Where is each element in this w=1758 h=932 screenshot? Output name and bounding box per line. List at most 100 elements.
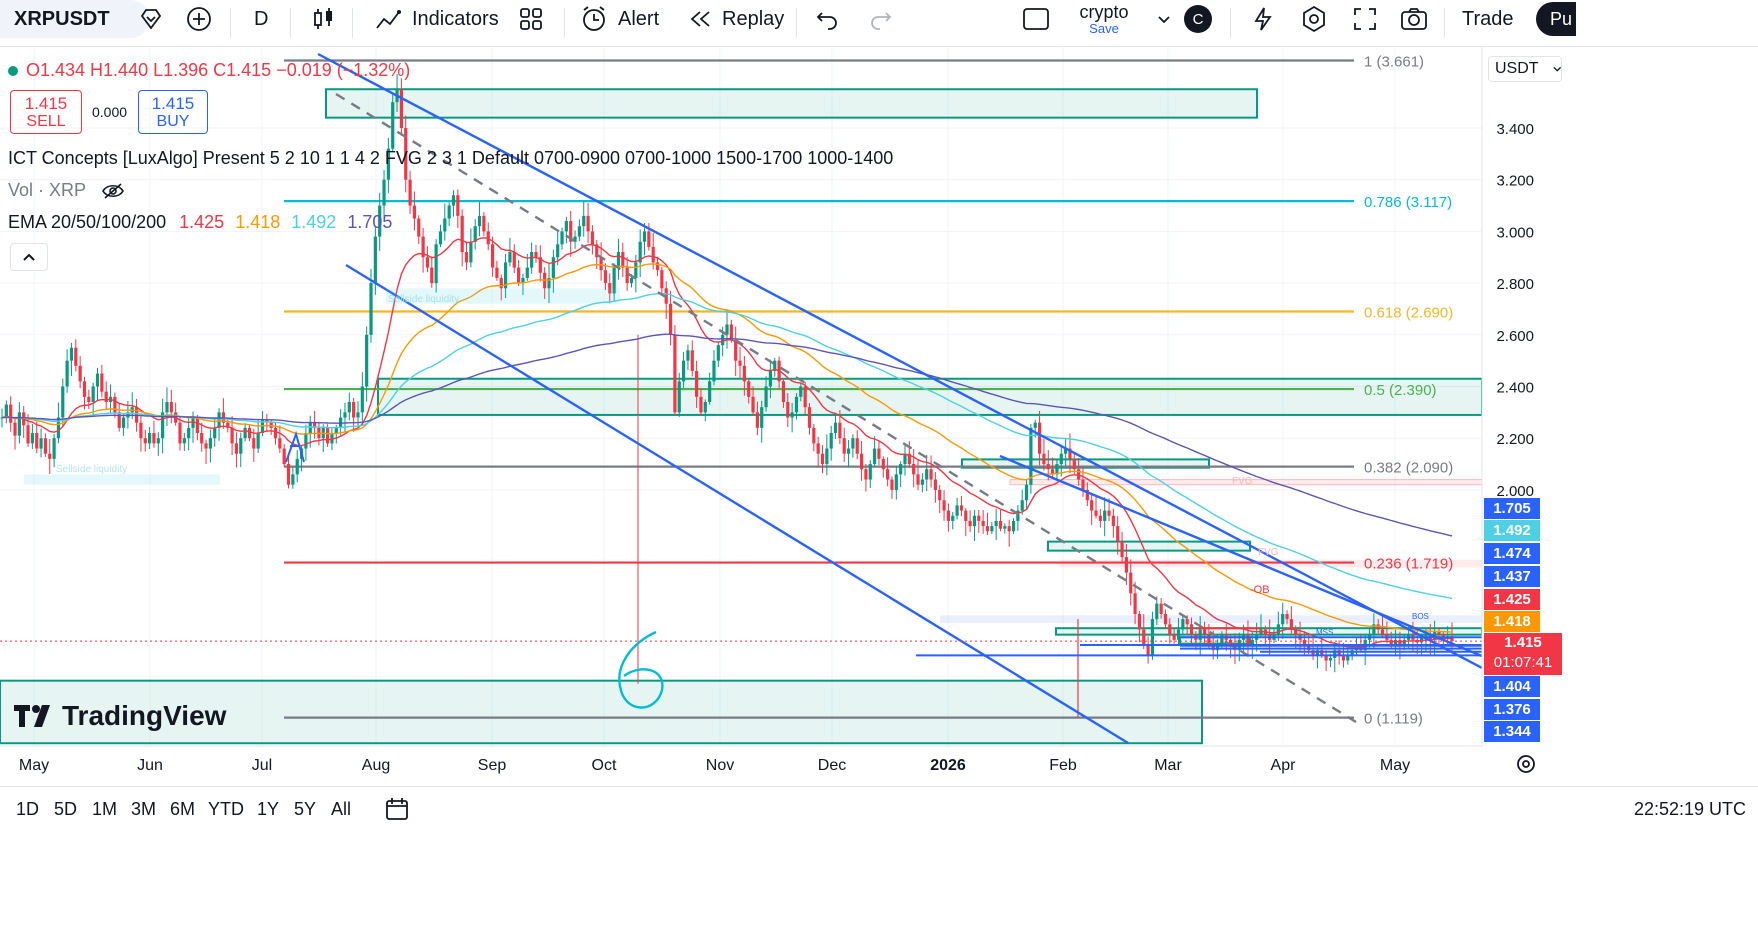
range-button-3m[interactable]: 3M [131,799,157,819]
candle-body [725,324,729,335]
templates-icon[interactable] [518,0,544,38]
symbol-search[interactable]: XRPUSDT [0,0,150,38]
chart-settings-icon[interactable] [1514,752,1538,781]
candle-body [369,283,373,335]
candle-body [803,386,807,408]
chevron-down-icon [1552,66,1561,72]
fib-level-label: 0.786 (3.117) [1364,194,1452,211]
publish-label: Pu [1550,8,1573,29]
candle-body [1324,655,1328,661]
candle-body [1233,645,1237,651]
fullscreen-icon[interactable] [1352,0,1378,38]
candle-body [790,412,794,418]
chevron-down-icon[interactable] [1156,0,1172,38]
candle-body [1081,479,1085,490]
candle-body [291,474,295,485]
tradingview-logo[interactable]: TradingView [12,700,226,732]
candle-body [577,226,581,237]
candle-body [52,438,56,459]
channel-upper-line [317,52,1482,670]
settings-icon[interactable] [1300,0,1328,38]
candle-body [39,438,43,449]
candle-body [547,277,551,289]
candle-body [608,283,612,294]
indicators-button[interactable]: Indicators [374,0,499,38]
bottom-toolbar [0,786,1758,833]
ema20-value: 1.425 [179,212,225,232]
candle-body [690,350,694,371]
candle-body [187,427,191,439]
add-symbol-icon[interactable] [186,0,212,38]
candle-body [964,510,968,521]
candle-body [990,526,994,532]
candle-body [612,267,616,294]
range-button-all[interactable]: All [331,799,352,819]
candle-body [994,520,998,527]
y-tick-label: 2.200 [1496,431,1534,448]
utc-clock[interactable]: 22:52:19 UTC [1633,799,1746,819]
alert-button[interactable]: Alert [580,0,659,38]
candle-body [582,215,586,227]
candle-body [916,474,920,485]
candle-body [621,252,625,268]
layout-name-button[interactable]: crypto Save [1064,0,1144,38]
candle-body [1016,510,1020,521]
ict-indicator-legend[interactable]: ICT Concepts [LuxAlgo] Present 5 2 10 1 … [8,148,894,168]
candle-body [729,324,733,340]
trade-button[interactable]: Trade [1462,0,1514,38]
date-range-icon[interactable] [384,796,412,827]
grid-lines [0,46,1482,746]
candle-body [625,267,629,284]
replay-button[interactable]: Replay [688,0,784,38]
order-block-zone [377,377,1482,416]
range-button-5d[interactable]: 5D [54,799,78,819]
camera-icon[interactable] [1400,0,1428,38]
candle-body [391,102,395,149]
range-button-1d[interactable]: 1D [16,799,40,819]
profile-avatar[interactable]: C [1184,0,1212,38]
candle-body [1246,634,1250,645]
layout-icon[interactable] [1022,0,1050,38]
compare-icon[interactable] [138,0,164,38]
candle-body [951,515,955,521]
range-button-1y[interactable]: 1Y [257,799,280,819]
candle-body [61,386,65,418]
range-button-ytd[interactable]: YTD [208,799,244,819]
candle-body [517,267,521,284]
price-chart[interactable]: 1 (3.661) 0.786 (3.117) 0.618 (2.690) 0.5 (… [0,46,1758,786]
ema-legend[interactable]: EMA 20/50/100/200 1.425 1.418 1.492 1.70… [8,212,392,233]
sell-button[interactable]: 1.415 SELL [10,90,82,134]
tv-logo-icon [14,705,50,727]
candle-body [1124,557,1129,573]
candle-body [156,438,160,444]
candle-body [447,205,451,219]
range-button-5y[interactable]: 5Y [294,799,317,819]
candle-body [907,453,911,465]
candle-body [477,215,482,227]
redo-icon[interactable] [868,0,892,38]
currency-select[interactable]: USDT [1488,56,1562,82]
interval-button[interactable]: D [254,0,268,38]
buy-button[interactable]: 1.415 BUY [138,90,208,134]
candles-icon[interactable] [312,0,336,38]
candle-body [373,236,377,284]
sell-price: 1.415 [24,94,68,113]
candle-body [673,334,677,413]
candle-body [1077,469,1081,480]
quick-search-icon[interactable] [1250,0,1276,38]
order-block-zone [325,88,1258,119]
range-button-6m[interactable]: 6M [170,799,196,819]
candle-body [243,427,247,439]
candle-body [1215,645,1220,651]
last-price-badge: 1.415 01:07:41 [1484,633,1562,675]
x-tick-label: Apr [1271,757,1297,774]
candle-body [933,479,937,490]
publish-button[interactable]: Pu [1536,2,1576,36]
volume-legend[interactable]: Vol · XRP [8,180,125,201]
collapse-legend-button[interactable] [10,243,48,271]
range-button-1m[interactable]: 1M [92,799,118,819]
candle-body [708,381,712,403]
undo-icon[interactable] [816,0,840,38]
candle-body [1133,593,1137,614]
candle-body [1150,619,1155,656]
